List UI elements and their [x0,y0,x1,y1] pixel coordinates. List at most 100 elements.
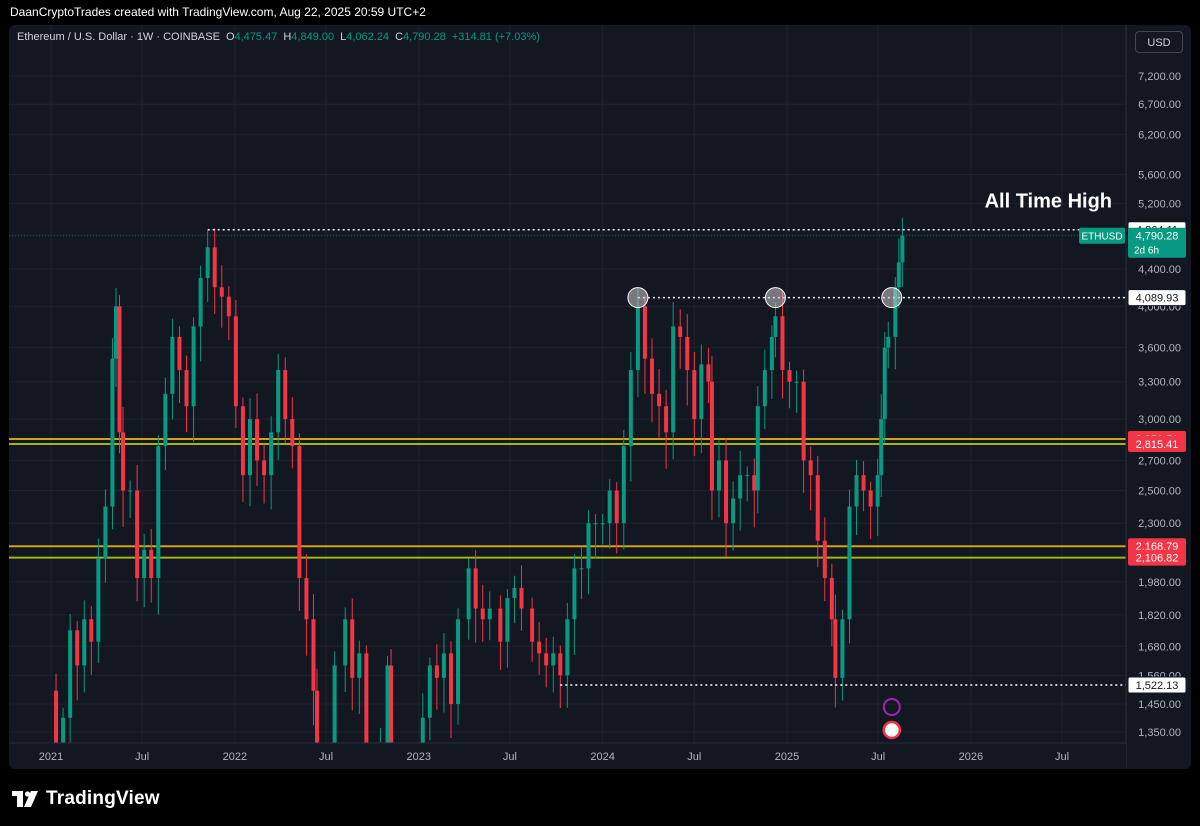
candle-body [586,523,591,569]
current-price-box [1128,227,1186,258]
candle-body [385,665,390,747]
price-tick-label: 4,400.00 [1138,264,1181,276]
candle-body [900,235,905,263]
price-label-box [1128,435,1186,452]
price-tick-label: 1,350.00 [1138,727,1181,739]
candle-body [868,490,873,507]
candle-body [441,653,446,678]
candle-body [68,630,73,718]
price-chart[interactable]: 7,200.00 6,700.00 6,200.00 5,600.00 5,200.00… [9,25,1191,769]
time-tick-label: Jul [503,751,517,763]
symbol-legend: Ethereum / U.S. Dollar · 1W · COINBASE O4… [17,31,546,43]
candle-body [685,336,690,371]
price-tick-label: 2,300.00 [1138,518,1181,530]
candle-body [572,568,577,620]
candle-body [731,498,736,524]
candle-body [448,653,453,704]
candle-body [276,370,281,433]
candle-body [635,306,640,371]
candle-body [762,370,767,407]
close-value: 4,790.28 [403,31,446,43]
candle-body [861,475,866,491]
event-flag-icon[interactable] [882,720,902,740]
candle-body [649,358,654,394]
candle-body [233,316,238,407]
candle-body [142,549,147,578]
candle-body [882,347,887,420]
candle-body [621,446,626,524]
candle-body [96,558,101,642]
candle-body [343,619,348,666]
chart-frame[interactable]: 7,200.00 6,700.00 6,200.00 5,600.00 5,200.00… [9,25,1191,769]
candle-body [780,316,785,371]
high-label: H [283,31,292,43]
candle-body [642,306,647,359]
candle-body [117,306,122,433]
price-label-box [1127,289,1187,307]
price-label-text: 1,522.13 [1136,680,1179,692]
candle-body [607,490,612,524]
candle-body [593,523,598,525]
candle-body [745,475,750,477]
price-label-text: 2,815.41 [1136,439,1179,451]
event-bolt-icon[interactable] [882,698,901,716]
price-axis[interactable] [1126,25,1191,769]
candle-body [364,653,369,747]
candle-body [530,608,535,642]
symbol-tag-box [1079,227,1125,244]
price-tick-label: 1,680.00 [1138,641,1181,653]
price-tick-label: 2,500.00 [1138,486,1181,498]
candle-body [822,540,827,578]
price-label-box [1127,676,1187,694]
candle-body [434,665,439,678]
candle-body [113,306,118,359]
price-tick-label: 6,200.00 [1138,130,1181,142]
countdown-text: 2d 6h [1134,246,1159,257]
tradingview-logo-icon [12,791,38,807]
candle-body [699,364,704,420]
price-tick-label: 1,450.00 [1138,699,1181,711]
attribution-bar: DaanCryptoTrades created with TradingVie… [0,0,1200,24]
candle-body [121,432,126,491]
candle-body [847,506,852,620]
candle-body [724,460,729,524]
low-value: 4,062.24 [346,31,390,43]
candle-body [808,460,813,476]
candle-body [551,653,556,666]
candle-body [466,568,471,620]
candle-body [226,296,231,317]
symbol-tag-text: ETHUSD [1081,232,1122,243]
candle-body [240,406,245,476]
close-label: C [395,31,404,43]
price-label-text: 2,106.82 [1136,553,1179,565]
candle-body [149,549,154,578]
candle-body [896,262,901,288]
price-tick-label: 5,600.00 [1138,169,1181,181]
candle-body [815,475,820,541]
candle-body [769,336,774,371]
currency-button[interactable]: USD [1135,31,1183,53]
candle-body [565,619,570,676]
candle-body [614,490,619,524]
candle-body [297,446,302,578]
touch-marker[interactable] [627,287,649,309]
candle-body [110,358,115,507]
touch-marker[interactable] [764,287,786,309]
touch-marker[interactable] [881,287,903,309]
candle-body [283,370,288,420]
tradingview-logo: TradingView [12,787,160,811]
candle-body [304,577,309,620]
time-tick-label: 2024 [590,751,614,763]
candle-body [314,690,319,769]
candle-body [128,490,133,492]
candle-body [886,336,891,348]
time-tick-label: 2025 [775,751,799,763]
footer: TradingView [0,770,1200,826]
price-tick-label: 5,200.00 [1138,199,1181,211]
candle-body [829,577,834,620]
price-tick-label: 6,700.00 [1138,99,1181,111]
candle-body [205,247,210,279]
time-axis[interactable] [9,743,1126,769]
candle-body [82,619,87,666]
candle-body [473,568,478,609]
